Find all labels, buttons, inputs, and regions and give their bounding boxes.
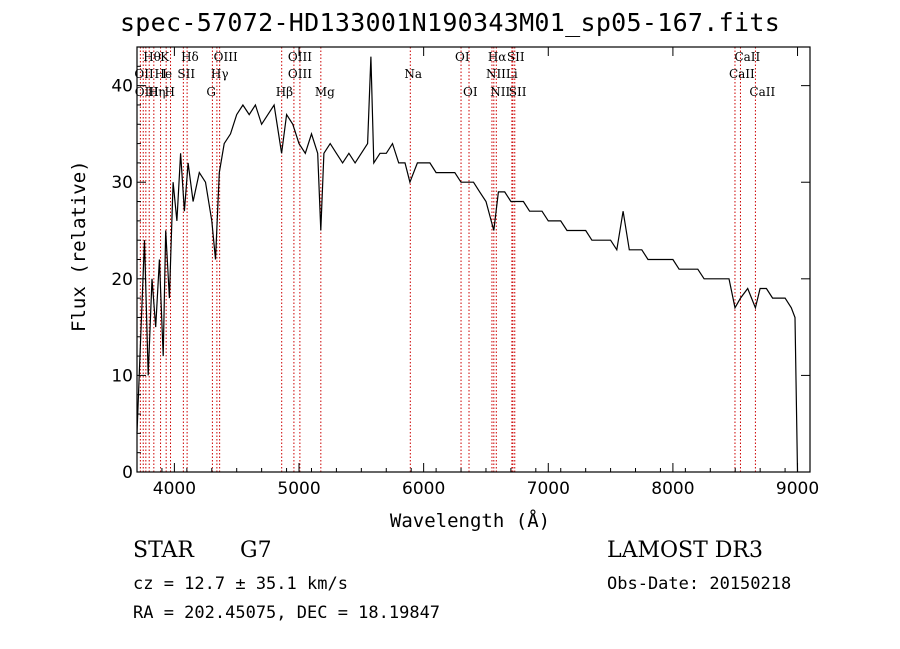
spectrum-line: [136, 56, 799, 473]
line-label: SII: [177, 67, 195, 81]
line-label: OIII: [288, 67, 312, 81]
axis-ticks: 4000 5000 6000 7000 8000 9000 0 10 20 30 40: [111, 47, 819, 499]
line-label: SII: [507, 50, 525, 64]
line-label: OII: [134, 67, 154, 81]
line-markers: [139, 47, 756, 472]
line-label: Hγ: [211, 67, 229, 81]
line-label: SII: [509, 85, 527, 99]
line-label: CaII: [734, 50, 760, 64]
line-label: OIII: [288, 50, 312, 64]
line-label: NII: [490, 85, 510, 99]
line-label: OIII: [135, 85, 159, 99]
line-label: Mg: [315, 85, 335, 99]
line-label: CaII: [749, 85, 775, 99]
chart-title: spec-57072-HD133001N190343M01_sp05-167.f…: [119, 8, 781, 37]
line-label: OI: [463, 85, 478, 99]
x-tick-label: 5000: [277, 479, 320, 499]
line-label: H: [165, 85, 175, 99]
x-tick-label: 6000: [402, 479, 445, 499]
y-tick-label: 0: [122, 463, 133, 483]
line-label: I: [162, 67, 167, 81]
y-tick-label: 20: [111, 270, 133, 290]
line-label: CaII: [729, 67, 755, 81]
y-tick-label: 10: [111, 366, 133, 386]
survey-name: LAMOST DR3: [607, 538, 763, 563]
line-label: Li: [506, 67, 518, 81]
plot-frame: [136, 46, 811, 473]
line-label: OIII: [214, 50, 238, 64]
x-tick-label: 8000: [651, 479, 694, 499]
line-label: NII: [486, 67, 506, 81]
line-label: Hδ: [181, 50, 199, 64]
line-label: He: [155, 67, 173, 81]
line-label: G: [206, 85, 216, 99]
line-label: Hη: [148, 85, 166, 99]
y-tick-label: 30: [111, 173, 133, 193]
x-axis-label: Wavelength (Å): [389, 510, 551, 532]
line-label: K: [160, 50, 170, 64]
object-subclass: G7: [240, 538, 272, 563]
ra-dec-coordinates: RA = 202.45075, DEC = 18.19847: [133, 603, 441, 623]
observation-date: Obs-Date: 20150218: [607, 574, 792, 594]
line-label: Hα: [488, 50, 507, 64]
y-tick-label: 40: [111, 77, 133, 97]
x-tick-label: 9000: [776, 479, 819, 499]
object-class: STAR: [133, 538, 194, 563]
line-label: Na: [404, 67, 422, 81]
line-label: Hθ: [143, 50, 161, 64]
x-tick-label: 7000: [527, 479, 570, 499]
x-tick-label: 4000: [153, 479, 196, 499]
redshift-cz: cz = 12.7 ± 35.1 km/s: [133, 574, 348, 594]
line-label: OI: [455, 50, 470, 64]
line-label: Hβ: [276, 85, 293, 99]
